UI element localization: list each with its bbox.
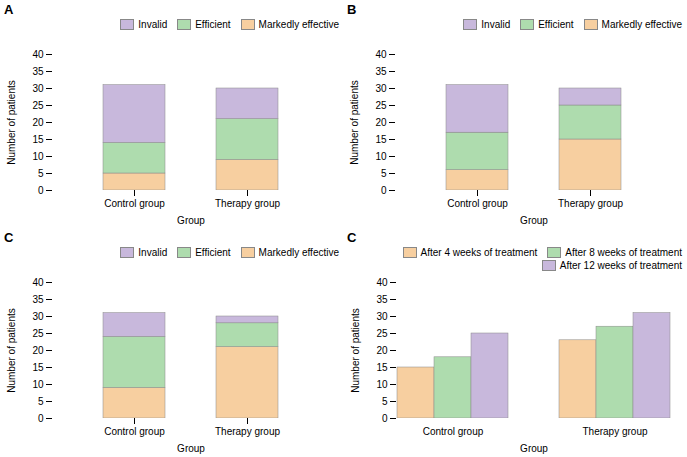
html-text:Invalid: Invalid (481, 19, 511, 30)
svg-text:5: 5 (38, 168, 44, 179)
svg-text:Group: Group (520, 443, 548, 454)
svg-text:Group: Group (177, 443, 205, 454)
svg-text:Therapy group: Therapy group (215, 426, 280, 437)
svg-text:10: 10 (32, 151, 44, 162)
svg-text:Therapy group: Therapy group (215, 198, 280, 209)
html-text:B: B (347, 2, 357, 17)
svg-text:5: 5 (38, 396, 44, 407)
svg-text:35: 35 (376, 294, 388, 305)
svg-text:5: 5 (381, 168, 387, 179)
html-text:Markedly effective: Markedly effective (258, 19, 339, 30)
svg-text:Number of patients: Number of patients (6, 308, 17, 393)
svg-text:0: 0 (38, 413, 44, 424)
svg-text:Therapy group: Therapy group (582, 426, 647, 437)
svg-text:30: 30 (375, 83, 387, 94)
svg-text:Group: Group (520, 215, 548, 226)
svg-text:35: 35 (32, 294, 44, 305)
svg-text:40: 40 (375, 49, 387, 60)
html-text:Efficient: Efficient (195, 19, 231, 30)
svg-text:30: 30 (32, 83, 44, 94)
svg-text:Control group: Control group (104, 198, 165, 209)
html-text:C: C (347, 230, 357, 245)
svg-text:Number of patients: Number of patients (6, 80, 17, 165)
svg-text:0: 0 (38, 185, 44, 196)
svg-text:15: 15 (32, 362, 44, 373)
html-text:After 4 weeks of treatment: After 4 weeks of treatment (420, 247, 538, 258)
svg-text:15: 15 (32, 134, 44, 145)
svg-text:15: 15 (376, 362, 388, 373)
html-text:Markedly effective: Markedly effective (258, 247, 339, 258)
svg-text:25: 25 (376, 328, 388, 339)
svg-text:40: 40 (376, 277, 388, 288)
svg-text:40: 40 (32, 277, 44, 288)
svg-text:25: 25 (32, 328, 44, 339)
svg-text:20: 20 (376, 345, 388, 356)
svg-text:0: 0 (381, 185, 387, 196)
svg-text:Therapy group: Therapy group (558, 198, 623, 209)
svg-text:Control group: Control group (104, 426, 165, 437)
svg-text:Control group: Control group (447, 198, 508, 209)
html-text:After 8 weeks of treatment: After 8 weeks of treatment (565, 247, 682, 258)
svg-text:25: 25 (32, 100, 44, 111)
svg-text:30: 30 (32, 311, 44, 322)
html-text:A: A (4, 2, 14, 17)
svg-text:Number of patients: Number of patients (350, 308, 361, 393)
html-text:Efficient: Efficient (195, 247, 231, 258)
svg-text:5: 5 (382, 396, 388, 407)
svg-text:Control group: Control group (423, 426, 484, 437)
html-text:After 12 weeks of treatment: After 12 weeks of treatment (559, 260, 682, 271)
html-text:Markedly effective: Markedly effective (601, 19, 682, 30)
svg-text:10: 10 (375, 151, 387, 162)
html-text:C: C (4, 230, 14, 245)
svg-text:Group: Group (177, 215, 205, 226)
svg-text:15: 15 (375, 134, 387, 145)
html-text:Invalid: Invalid (138, 247, 168, 258)
svg-text:35: 35 (375, 66, 387, 77)
svg-text:20: 20 (32, 117, 44, 128)
svg-text:10: 10 (32, 379, 44, 390)
svg-text:Number of patients: Number of patients (349, 80, 360, 165)
svg-text:20: 20 (32, 345, 44, 356)
svg-text:10: 10 (376, 379, 388, 390)
html-text:Efficient: Efficient (538, 19, 574, 30)
html-text:Invalid: Invalid (138, 19, 168, 30)
svg-text:30: 30 (376, 311, 388, 322)
svg-text:20: 20 (375, 117, 387, 128)
svg-text:40: 40 (32, 49, 44, 60)
svg-text:0: 0 (382, 413, 388, 424)
svg-text:25: 25 (375, 100, 387, 111)
svg-text:35: 35 (32, 66, 44, 77)
